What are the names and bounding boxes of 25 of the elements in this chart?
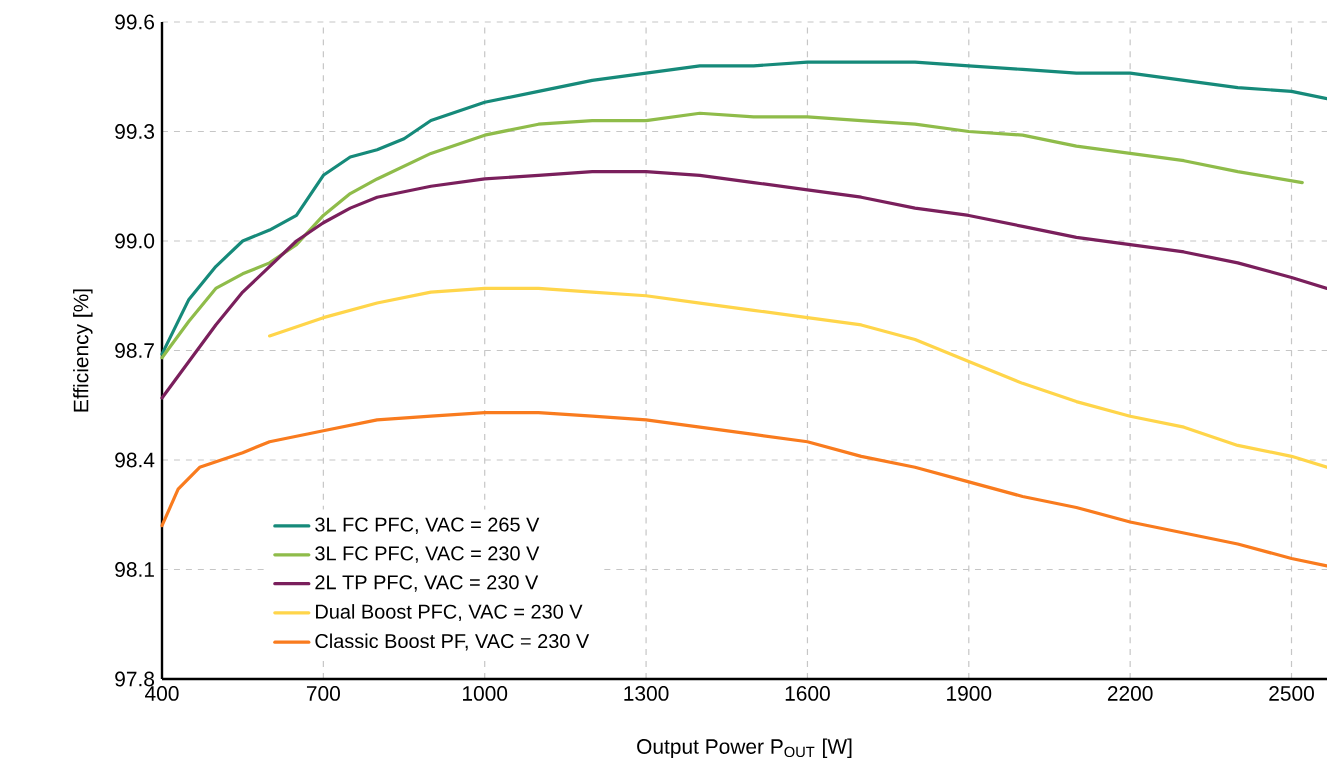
y-tick-label: 99.0 [115,233,155,249]
x-axis-title: Output Power P$_{OUT}$ [W] [637,738,852,759]
line-series [160,410,1327,568]
x-tick-label: 400 [145,686,179,701]
line-series [267,286,1327,469]
legend-label: 3L FC PFC, VAC = 265 V [315,517,540,534]
line-series [160,111,1304,360]
x-tick-label: 1900 [947,686,992,701]
legend-label: 3L FC PFC, VAC = 230 V [315,546,540,563]
y-axis-title: Efficiency [%] [73,289,93,412]
legend-label: 2L TP PFC, VAC = 230 V [315,575,539,592]
y-tick-label: 99.6 [115,14,155,30]
y-tick-label: 99.3 [115,124,155,139]
x-tick-label: 2500 [1269,686,1314,701]
x-tick-label: 1600 [785,686,830,701]
x-tick-label: 700 [306,686,340,701]
y-tick-label: 97.8 [115,671,155,687]
legend-label: Classic Boost PF, VAC = 230 V [315,633,590,651]
y-tick-label: 98.1 [115,562,154,577]
x-tick-label: 1000 [463,686,508,701]
x-tick-label: 2200 [1107,686,1153,701]
y-tick-label: 98.7 [115,343,154,358]
y-tick-label: 98.4 [115,452,155,468]
legend-label: Dual Boost PFC, VAC = 230 V [316,604,583,622]
x-tick-label: 1300 [624,686,669,701]
